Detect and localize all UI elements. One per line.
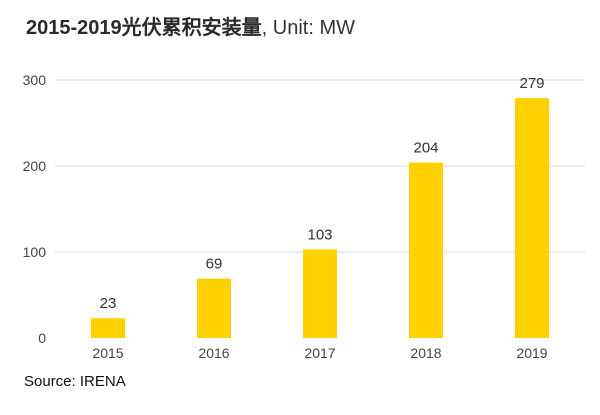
bar-2019	[515, 98, 549, 338]
data-label-2018: 204	[413, 140, 438, 157]
x-axis-ticks: 2015 2016 2017 2018 2019	[92, 345, 547, 361]
bars	[91, 98, 549, 338]
y-tick-label: 300	[23, 72, 47, 88]
x-tick-label-2019: 2019	[516, 345, 547, 361]
bar-2017	[303, 249, 337, 338]
x-tick-label-2016: 2016	[198, 345, 229, 361]
data-labels: 23 69 103 204 279	[100, 75, 545, 312]
bar-2015	[91, 318, 125, 338]
y-tick-label: 200	[23, 158, 47, 174]
chart-title-main: 2015-2019光伏累积安装量	[26, 17, 262, 39]
data-label-2019: 279	[519, 75, 544, 92]
data-label-2015: 23	[100, 295, 117, 312]
y-tick-label: 0	[38, 330, 46, 346]
y-axis-ticks: 0 100 200 300	[23, 72, 47, 346]
bar-2018	[409, 162, 443, 338]
x-tick-label-2017: 2017	[304, 345, 335, 361]
bar-2016	[197, 278, 231, 338]
x-tick-label-2015: 2015	[92, 345, 123, 361]
data-label-2017: 103	[307, 226, 332, 243]
x-tick-label-2018: 2018	[410, 345, 441, 361]
y-tick-label: 100	[23, 244, 47, 260]
chart-title-unit: , Unit: MW	[261, 17, 355, 39]
chart-title: 2015-2019光伏累积安装量, Unit: MW	[26, 14, 355, 42]
source-note: Source: IRENA	[24, 373, 126, 390]
data-label-2016: 69	[206, 256, 223, 273]
